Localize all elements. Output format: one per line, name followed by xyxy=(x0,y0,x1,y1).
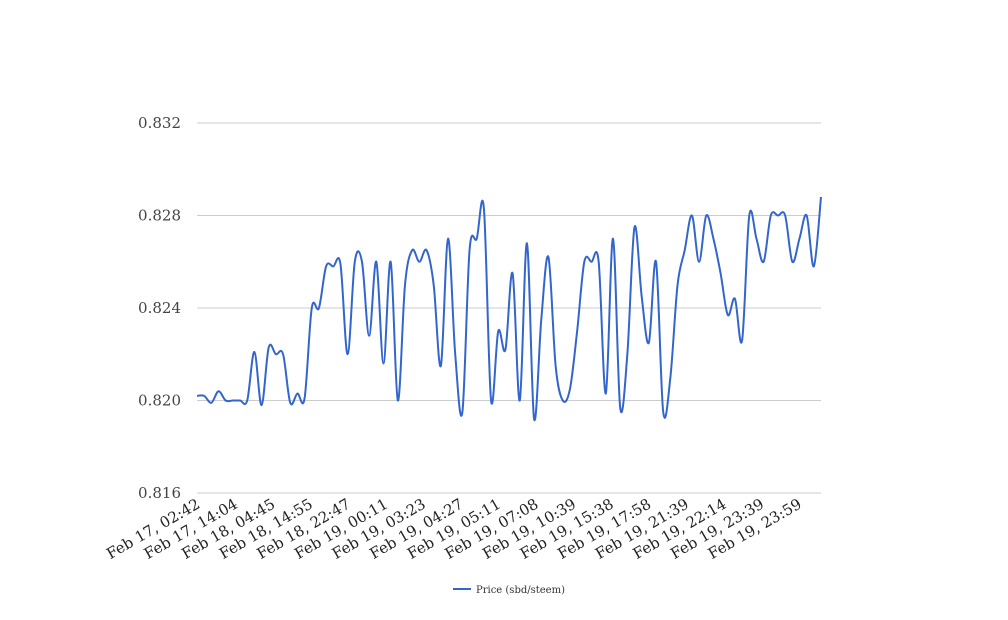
legend-label: Price (sbd/steem) xyxy=(476,585,565,596)
y-tick-label: 0.816 xyxy=(138,484,181,502)
y-tick-label: 0.828 xyxy=(138,207,181,225)
legend: Price (sbd/steem) xyxy=(453,585,565,596)
y-tick-label: 0.820 xyxy=(138,392,181,410)
series-line-price xyxy=(196,196,822,422)
y-tick-label: 0.824 xyxy=(138,299,181,317)
series-layer xyxy=(196,196,822,422)
y-axis-ticks: 0.816 0.820 0.824 0.828 0.832 xyxy=(138,114,181,502)
y-tick-label: 0.832 xyxy=(138,114,181,132)
